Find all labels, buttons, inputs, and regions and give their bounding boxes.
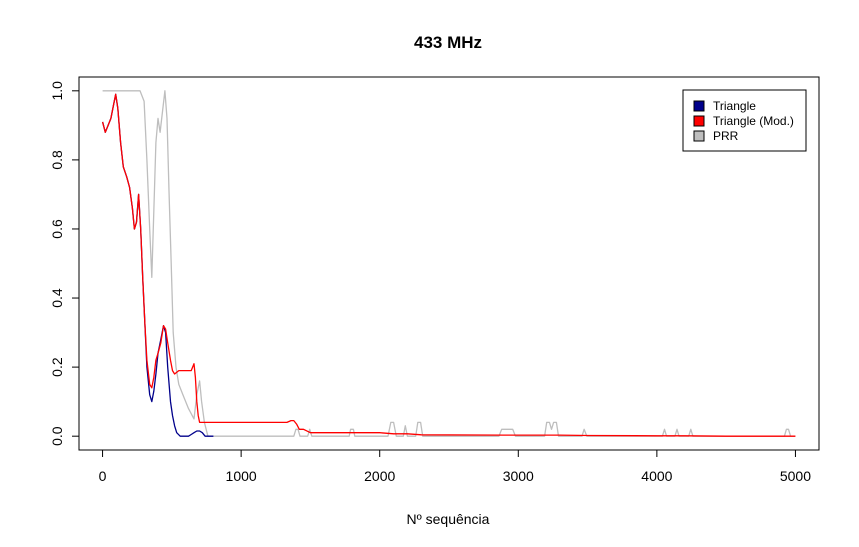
x-tick-label: 5000	[780, 468, 811, 484]
x-tick-label: 2000	[364, 468, 395, 484]
x-tick-label: 0	[99, 468, 107, 484]
plot-area	[101, 90, 796, 437]
x-axis-label: Nº sequência	[407, 511, 490, 527]
series-line-2	[101, 93, 796, 437]
legend-swatch	[693, 115, 705, 127]
y-tick-label: 0.6	[49, 219, 65, 239]
y-tick-label: 0.8	[49, 150, 65, 170]
x-tick-label: 4000	[641, 468, 672, 484]
series-line-0	[102, 90, 796, 437]
x-tick-label: 3000	[503, 468, 534, 484]
y-tick-label: 0.0	[49, 426, 65, 446]
legend-label: Triangle (Mod.)	[713, 114, 794, 128]
y-tick-label: 1.0	[49, 81, 65, 101]
x-tick-label: 1000	[226, 468, 257, 484]
legend-label: PRR	[713, 129, 739, 143]
y-tick-label: 0.4	[49, 288, 65, 308]
x-axis: 0 1000 2000 3000 4000 5000	[99, 449, 811, 484]
y-axis: 0.0 0.2 0.4 0.6 0.8 1.0	[49, 81, 80, 446]
series-line-1	[101, 93, 214, 437]
legend-swatch	[693, 130, 705, 142]
legend-label: Triangle	[713, 99, 756, 113]
legend-swatch	[693, 100, 705, 112]
chart-title: 433 MHz	[414, 33, 482, 52]
y-tick-label: 0.2	[49, 357, 65, 377]
